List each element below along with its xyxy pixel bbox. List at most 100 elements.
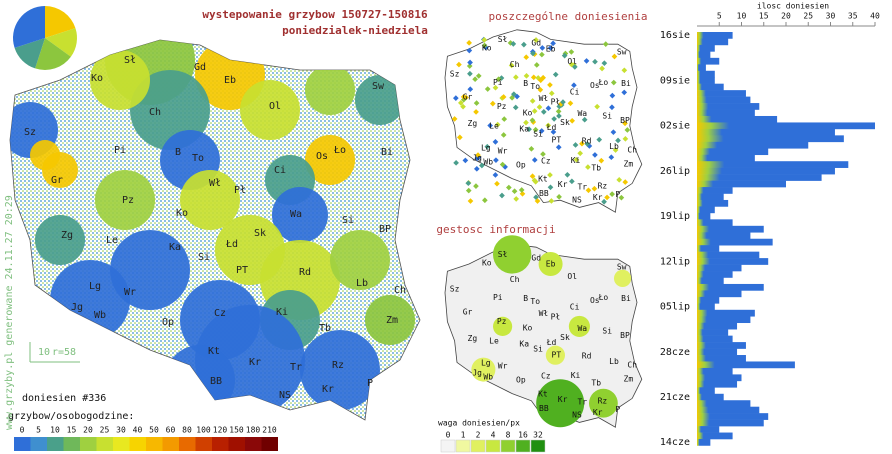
blob — [365, 295, 415, 345]
report-dot — [533, 62, 540, 68]
region-label: Wr — [498, 146, 508, 155]
report-dot — [494, 121, 501, 128]
report-dot — [573, 156, 580, 163]
region-label: Kr — [558, 180, 568, 189]
region-label: Tr — [577, 182, 587, 191]
points-title: poszczególne doniesienia — [489, 10, 648, 23]
legend-swatch — [440, 439, 456, 453]
legend-tick: 50 — [149, 426, 159, 435]
blob — [305, 65, 355, 115]
legend-tick: 30 — [116, 426, 126, 435]
region-label: Ki — [571, 371, 581, 380]
y-tick-label: 09sie — [660, 75, 690, 86]
legend-swatch — [261, 437, 278, 451]
title: wystepowanie grzybow 150727-150816 — [202, 8, 428, 21]
region-label: Gr — [463, 308, 473, 317]
region-label: Eb — [546, 260, 556, 269]
region-label: Zg — [468, 334, 478, 343]
region-label: Lg — [481, 358, 491, 367]
region-label: Tb — [319, 323, 331, 334]
report-dot — [523, 119, 529, 126]
region-label: Zm — [386, 315, 398, 326]
legend-swatch — [162, 437, 179, 451]
report-dot — [467, 198, 474, 204]
region-label: Łd — [546, 338, 557, 347]
blob — [50, 260, 130, 340]
blob — [272, 187, 328, 243]
report-dot — [624, 127, 631, 133]
legend-swatch — [195, 437, 212, 451]
legend-tick: 16 — [518, 431, 528, 440]
region-label: Op — [516, 161, 526, 170]
legend-tick: 60 — [166, 426, 176, 435]
region-label: Ch — [510, 60, 520, 69]
region-label: Rd — [299, 267, 311, 278]
region-label: Eb — [546, 45, 556, 54]
report-dot — [499, 192, 505, 199]
legend-swatch — [14, 437, 31, 451]
legend-swatch — [47, 437, 64, 451]
bar — [697, 426, 720, 433]
footer: www.grzyby.pl generowane 24.11.27 20:29 — [4, 195, 15, 430]
region-label: Os — [590, 296, 600, 305]
count: doniesien #336 — [22, 393, 106, 404]
region-label: BP — [379, 224, 391, 235]
report-dot — [545, 122, 552, 129]
bar — [697, 232, 751, 240]
blob — [180, 170, 240, 230]
report-dot — [534, 198, 541, 204]
bar — [697, 64, 706, 72]
region-label: Ko — [482, 259, 492, 268]
legend-swatch — [80, 437, 97, 451]
x-tick-label: 25 — [803, 12, 813, 21]
legend-tick: 8 — [506, 431, 511, 440]
bar — [697, 193, 724, 201]
region-label: Wb — [483, 157, 493, 166]
report-dot — [550, 40, 556, 47]
bar — [697, 393, 724, 401]
legend-swatch — [455, 439, 471, 453]
report-dot — [536, 104, 543, 110]
report-dot — [458, 100, 464, 106]
region-label: Ko — [176, 208, 188, 219]
bar — [697, 51, 711, 59]
bar — [697, 432, 733, 440]
region-label: Rz — [332, 360, 344, 371]
region-label: Wr — [124, 287, 136, 298]
region-label: Rz — [598, 181, 608, 190]
region-label: Kr — [322, 384, 334, 395]
legend-tick: 180 — [246, 426, 261, 435]
legend-tick: 210 — [262, 426, 277, 435]
report-dot — [592, 58, 598, 65]
bar — [697, 148, 769, 156]
blob — [90, 50, 150, 110]
region-label: Wb — [483, 372, 493, 381]
y-tick-label: 21cze — [660, 392, 690, 403]
region-label: Sk — [560, 333, 570, 342]
report-dot — [479, 162, 485, 169]
region-label: Gd — [194, 62, 206, 73]
bar — [697, 258, 769, 265]
report-dot — [465, 180, 472, 187]
region-label: B — [523, 294, 528, 303]
report-dot — [513, 196, 520, 202]
report-dot — [572, 142, 579, 148]
report-dot — [519, 190, 526, 197]
report-dot — [475, 73, 482, 79]
report-dot — [500, 132, 507, 138]
intensity-blobs — [10, 40, 415, 415]
report-dot — [622, 179, 629, 185]
region-label: Le — [106, 235, 118, 246]
report-dot — [550, 129, 557, 135]
density-blob — [493, 235, 532, 274]
report-dot — [622, 135, 629, 142]
region-label: Wł — [539, 94, 549, 103]
legend-tick: 150 — [229, 426, 244, 435]
legend-swatch — [212, 437, 229, 451]
report-dot — [591, 185, 598, 192]
report-dot — [581, 116, 588, 123]
report-dot — [484, 86, 491, 92]
region-label: Jg — [472, 368, 482, 377]
region-label: Wa — [577, 109, 587, 118]
